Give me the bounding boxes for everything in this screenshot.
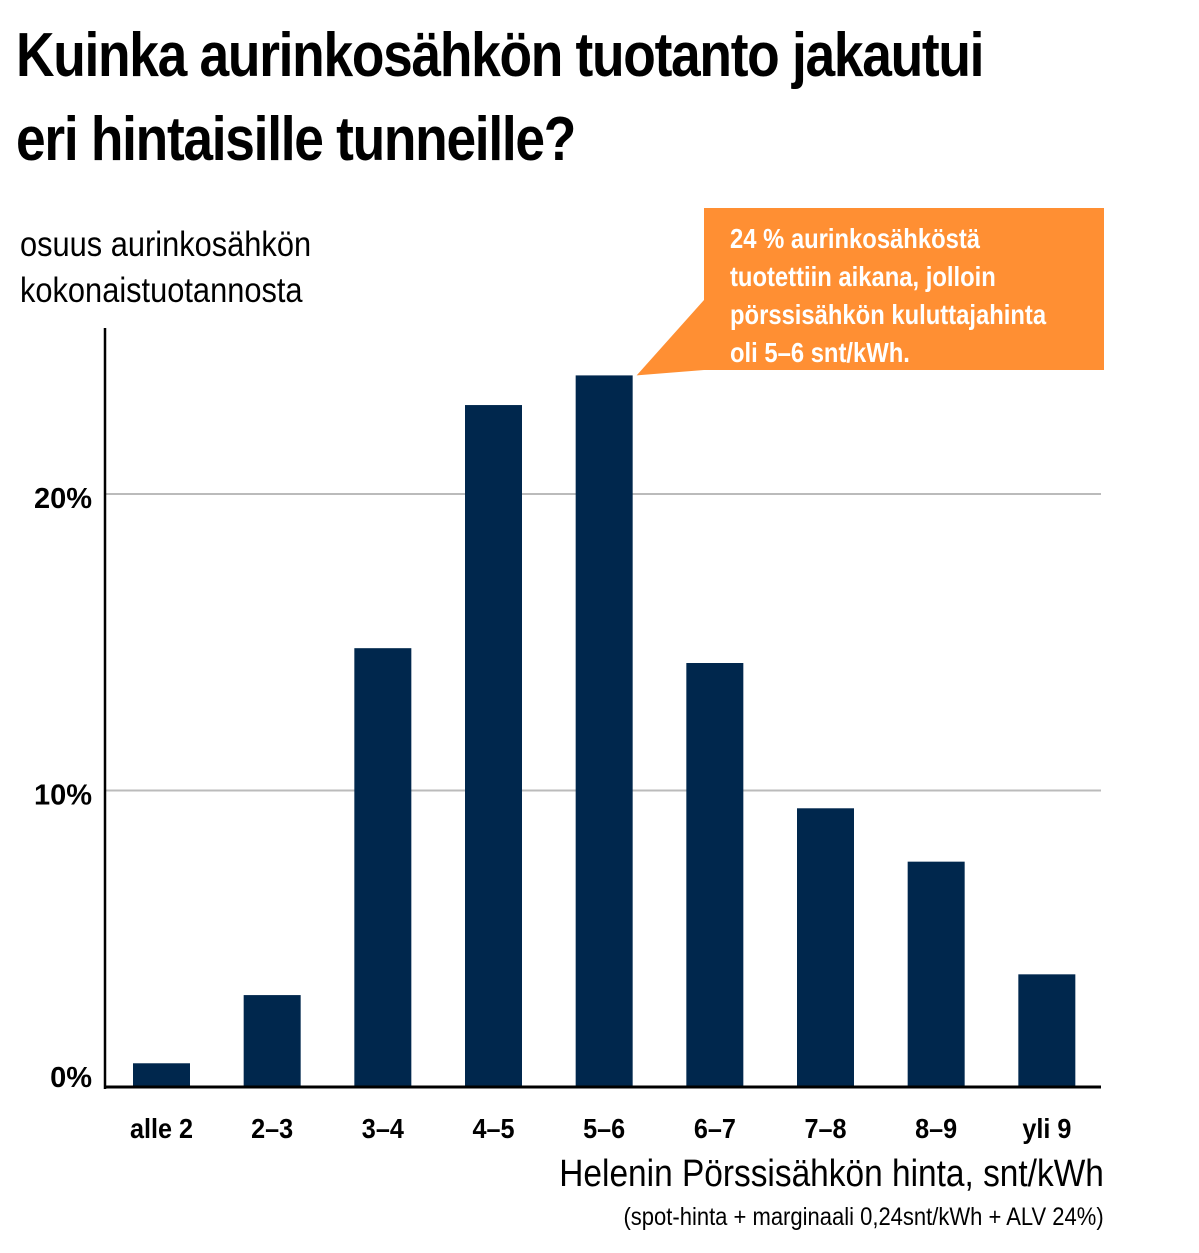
callout-text: 24 % aurinkosähköstä tuotettiin aikana, …: [730, 220, 1047, 372]
title-line-2: eri hintaisille tunneille?: [16, 105, 576, 174]
chart-title: Kuinka aurinkosähkön tuotanto jakautui e…: [16, 14, 1022, 182]
bar-1: [243, 995, 301, 1087]
x-tick-label-0: alle 2: [130, 1113, 193, 1145]
y-tick-label-10: 10%: [34, 780, 92, 812]
x-tick-label-8: yli 9: [1022, 1113, 1071, 1145]
y-tick-label-0: 0%: [50, 1062, 92, 1094]
y-axis-label: osuus aurinkosähkön kokonaistuotannosta: [20, 222, 311, 314]
callout-line-4: oli 5–6 snt/kWh.: [730, 337, 910, 368]
bar-7: [907, 861, 965, 1087]
x-tick-label-2: 3–4: [362, 1113, 404, 1145]
x-tick-label-5: 6–7: [694, 1113, 736, 1145]
y-axis-label-line-1: osuus aurinkosähkön: [20, 225, 312, 264]
callout-line-1: 24 % aurinkosähköstä: [730, 223, 981, 254]
callout-pointer: [636, 300, 704, 376]
callout-line-2: tuotettiin aikana, jolloin: [730, 261, 996, 292]
x-axis-note: (spot-hinta + marginaali 0,24snt/kWh + A…: [623, 1203, 1104, 1231]
y-axis-label-line-2: kokonaistuotannosta: [20, 271, 303, 310]
callout-line-3: pörssisähkön kuluttajahinta: [730, 299, 1047, 330]
callout-box: 24 % aurinkosähköstä tuotettiin aikana, …: [704, 208, 1104, 370]
bar-8: [1018, 974, 1076, 1087]
x-tick-label-7: 8–9: [915, 1113, 957, 1145]
title-line-1: Kuinka aurinkosähkön tuotanto jakautui: [16, 21, 984, 90]
x-axis-title: Helenin Pörssisähkön hinta, snt/kWh: [559, 1153, 1104, 1195]
bar-3: [465, 405, 522, 1087]
x-tick-label-1: 2–3: [251, 1113, 293, 1145]
bar-2: [354, 648, 412, 1087]
x-tick-label-3: 4–5: [472, 1113, 514, 1145]
bar-5: [686, 663, 744, 1087]
x-tick-label-6: 7–8: [804, 1113, 846, 1145]
bar-0: [133, 1063, 190, 1087]
x-tick-label-4: 5–6: [583, 1113, 625, 1145]
bar-4: [575, 375, 633, 1087]
y-tick-label-20: 20%: [34, 483, 92, 515]
bar-6: [797, 808, 854, 1087]
